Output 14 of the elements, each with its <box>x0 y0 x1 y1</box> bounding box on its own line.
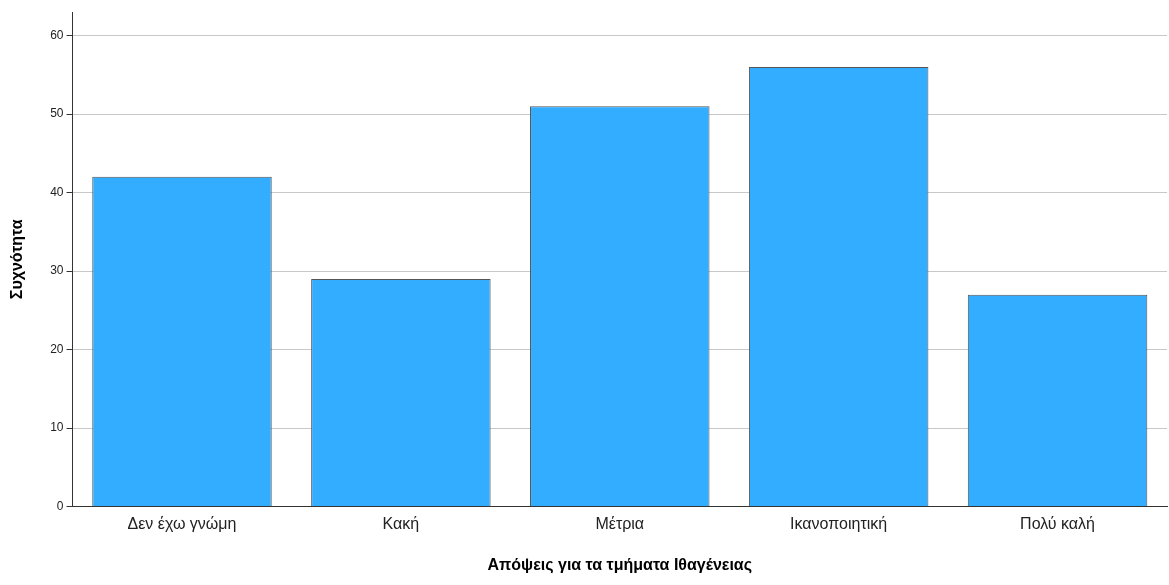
y-tick-label: 40 <box>50 184 64 199</box>
x-axis-title: Απόψεις για τα τμήματα Ιθαγένειας <box>487 555 753 574</box>
y-tick-label: 20 <box>50 341 64 356</box>
y-axis-title: Συχνότητα <box>8 219 26 300</box>
y-tick-label: 60 <box>50 27 64 42</box>
x-tick-label: Ικανοποιητική <box>790 514 888 532</box>
x-tick-label: Πολύ καλή <box>1020 514 1096 532</box>
x-tick-label: Μέτρια <box>595 514 645 532</box>
y-tick-label: 50 <box>50 106 64 121</box>
y-tick-label: 30 <box>50 263 64 278</box>
x-tick-label: Κακή <box>382 514 420 532</box>
y-tick-label: 0 <box>56 498 64 513</box>
x-tick-label: Δεν έχω γνώμη <box>127 514 237 532</box>
y-tick-label: 10 <box>50 420 64 435</box>
